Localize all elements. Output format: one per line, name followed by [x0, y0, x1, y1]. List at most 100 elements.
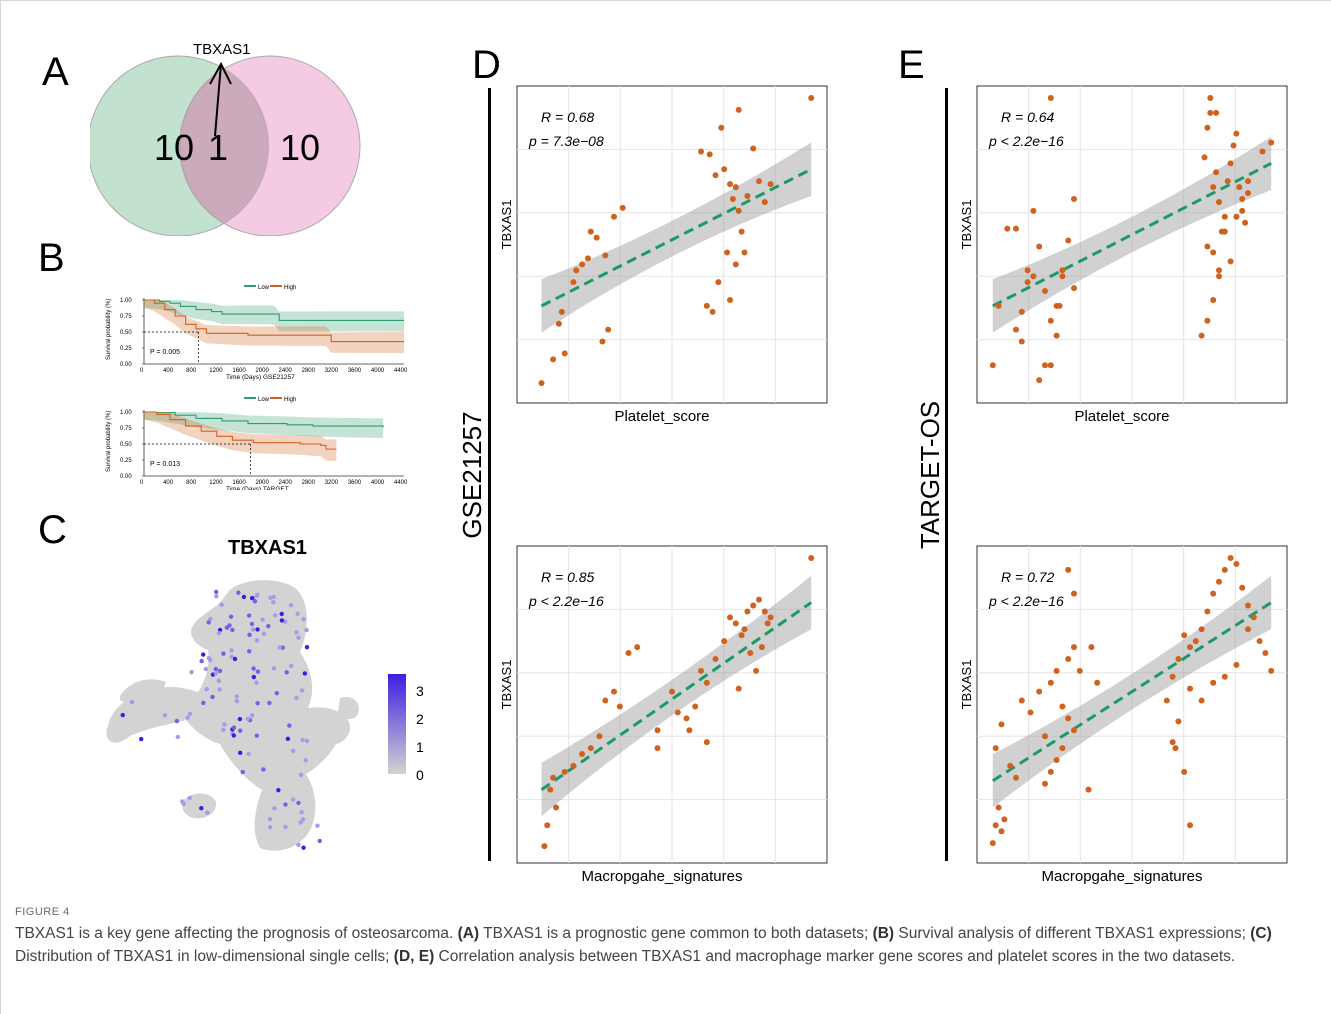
umap-dot — [249, 621, 255, 627]
umap-dot — [246, 751, 251, 757]
low-ci-band — [144, 300, 404, 332]
umap-dot — [175, 734, 181, 740]
data-point — [550, 356, 557, 363]
umap-dot — [304, 644, 310, 650]
data-point — [1004, 225, 1011, 232]
data-point — [1233, 130, 1240, 137]
umap-plot: TBXAS1 3 2 1 0 — [106, 537, 424, 851]
venn-arrow-head — [209, 61, 232, 85]
data-point — [1059, 745, 1066, 752]
data-point — [1059, 273, 1066, 280]
data-point — [1018, 697, 1025, 704]
data-point — [744, 193, 751, 200]
caption-text: Distribution of TBXAS1 in low-dimensiona… — [15, 948, 394, 965]
umap-dot — [250, 627, 256, 632]
data-point — [764, 620, 771, 627]
umap-dot — [187, 795, 193, 801]
data-point — [1221, 213, 1228, 220]
data-point — [1053, 667, 1060, 674]
data-point — [753, 667, 760, 674]
caption-text: TBXAS1 is a key gene affecting the progn… — [15, 925, 458, 942]
data-point — [989, 840, 996, 847]
data-point — [1198, 626, 1205, 633]
data-point — [1085, 786, 1092, 793]
umap-dot — [221, 651, 226, 656]
dataset-label-e: TARGET-OS — [915, 400, 945, 550]
umap-dot — [227, 623, 232, 628]
p-value-label: p < 2.2e−16 — [988, 133, 1064, 149]
r-value-label: R = 0.64 — [1001, 109, 1055, 125]
umap-dot — [162, 713, 168, 718]
survival-y-tick: 1.00 — [120, 410, 132, 416]
data-point — [727, 614, 733, 621]
colorbar-tick: 2 — [416, 711, 424, 727]
venn-arrow-shaft — [214, 63, 222, 137]
data-point — [712, 655, 719, 662]
data-point — [1204, 243, 1211, 250]
umap-dot — [303, 758, 308, 763]
caption-heading: FIGURE 4 — [15, 906, 70, 918]
data-point — [1053, 756, 1060, 763]
umap-dot — [261, 767, 266, 772]
data-point — [1175, 718, 1182, 725]
umap-dot — [232, 656, 238, 662]
data-point — [1207, 109, 1214, 116]
umap-dot — [288, 663, 294, 669]
high-survival-curve — [144, 299, 404, 343]
data-point — [584, 255, 591, 262]
data-point — [550, 774, 557, 781]
umap-dot — [185, 715, 190, 720]
umap-dot — [283, 802, 288, 807]
umap-dot — [210, 694, 215, 700]
umap-dot — [300, 737, 305, 743]
panel-label-b: B — [38, 236, 65, 280]
umap-dot — [181, 801, 186, 807]
survival-x-tick: 1200 — [209, 480, 223, 486]
data-point — [721, 638, 728, 645]
data-point — [596, 733, 603, 740]
umap-dot — [279, 618, 285, 623]
data-point — [1024, 279, 1031, 286]
survival-x-tick: 400 — [163, 368, 174, 374]
data-point — [741, 626, 748, 633]
data-point — [1221, 673, 1228, 680]
high-ci-band — [144, 300, 404, 354]
umap-dot — [267, 817, 273, 822]
umap-dot — [300, 817, 306, 822]
survival-x-tick: 0 — [140, 480, 144, 486]
umap-dot — [301, 845, 306, 850]
data-point — [1030, 273, 1037, 280]
data-point — [1227, 258, 1234, 265]
survival-x-tick: 4400 — [394, 368, 408, 374]
data-point — [561, 350, 568, 357]
data-point — [1213, 109, 1220, 116]
survival-x-tick: 2800 — [302, 368, 316, 374]
data-point — [602, 252, 609, 259]
data-point — [692, 703, 699, 710]
data-point — [1207, 95, 1214, 101]
umap-dot — [272, 806, 277, 811]
data-point — [721, 166, 728, 173]
data-point — [1047, 95, 1054, 101]
umap-dot — [271, 594, 276, 600]
data-point — [1059, 703, 1066, 710]
data-point — [712, 172, 719, 179]
panel-label-e: E — [898, 43, 925, 87]
umap-dot — [296, 842, 301, 848]
umap-dot — [249, 713, 255, 718]
data-point — [587, 228, 594, 235]
data-point — [1201, 154, 1208, 161]
data-point — [1245, 178, 1251, 185]
data-point — [761, 198, 768, 205]
y-axis-label: TBXAS1 — [959, 660, 974, 710]
caption-body: TBXAS1 is a key gene affecting the progn… — [15, 922, 1315, 968]
umap-dot — [291, 748, 296, 753]
data-point — [1181, 632, 1188, 639]
data-point — [1163, 697, 1170, 704]
umap-dot — [216, 678, 221, 684]
umap-dot — [279, 611, 284, 617]
venn-right-count: 10 — [280, 127, 320, 168]
scatter-d-top: R = 0.68 p = 7.3e−08 TBXAS1 Platelet_score — [499, 85, 828, 425]
data-point — [1239, 584, 1246, 591]
data-point — [995, 804, 1002, 811]
